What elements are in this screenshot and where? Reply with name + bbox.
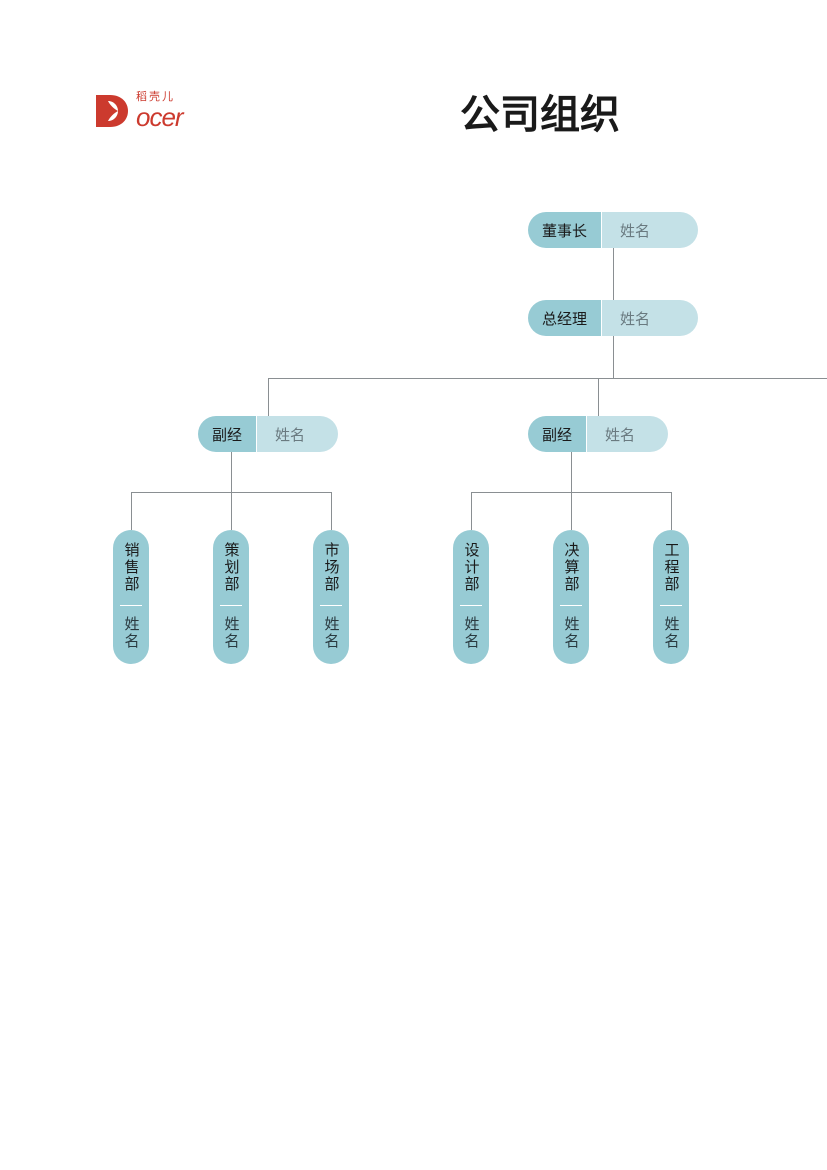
logo-en-text: ocer xyxy=(136,102,183,133)
node-dept-1-role: 策划部 xyxy=(221,530,242,605)
node-deputy-0-role: 副经 xyxy=(198,416,256,452)
logo: 稻壳儿 ocer xyxy=(90,88,183,133)
node-dept-2-role: 市场部 xyxy=(321,530,342,605)
node-dept-4: 决算部姓名 xyxy=(553,530,589,664)
node-dept-2: 市场部姓名 xyxy=(313,530,349,664)
node-dept-5-name: 姓名 xyxy=(661,606,682,664)
node-chairman-role: 董事长 xyxy=(528,212,601,248)
node-deputy-0-name: 姓名 xyxy=(256,416,338,452)
node-chairman-name: 姓名 xyxy=(601,212,698,248)
node-gm: 总经理姓名 xyxy=(528,300,698,336)
node-dept-0-name: 姓名 xyxy=(121,606,142,664)
logo-mark-icon xyxy=(90,89,134,133)
connector-line xyxy=(231,492,232,530)
node-dept-1: 策划部姓名 xyxy=(213,530,249,664)
connector-line xyxy=(613,248,614,300)
org-chart: 董事长姓名总经理姓名副经姓名副经姓名销售部姓名策划部姓名市场部姓名设计部姓名决算… xyxy=(0,200,827,800)
node-deputy-1-name: 姓名 xyxy=(586,416,668,452)
page-title: 公司组织 xyxy=(460,82,620,140)
connector-line xyxy=(331,492,332,530)
logo-text: 稻壳儿 ocer xyxy=(136,88,183,133)
connector-line xyxy=(613,336,614,378)
node-dept-3-name: 姓名 xyxy=(461,606,482,664)
node-gm-name: 姓名 xyxy=(601,300,698,336)
node-dept-5-role: 工程部 xyxy=(661,530,682,605)
connector-line xyxy=(598,378,599,416)
node-deputy-1-role: 副经 xyxy=(528,416,586,452)
connector-line xyxy=(268,378,269,416)
connector-line xyxy=(131,492,132,530)
connector-line xyxy=(231,452,232,492)
node-dept-0-role: 销售部 xyxy=(121,530,142,605)
node-dept-4-name: 姓名 xyxy=(561,606,582,664)
connector-line xyxy=(268,378,827,379)
connector-line xyxy=(471,492,472,530)
node-dept-0: 销售部姓名 xyxy=(113,530,149,664)
node-dept-5: 工程部姓名 xyxy=(653,530,689,664)
connector-line xyxy=(571,452,572,492)
node-chairman: 董事长姓名 xyxy=(528,212,698,248)
node-dept-1-name: 姓名 xyxy=(221,606,242,664)
node-deputy-1: 副经姓名 xyxy=(528,416,668,452)
node-dept-3-role: 设计部 xyxy=(461,530,482,605)
connector-line xyxy=(571,492,572,530)
node-dept-4-role: 决算部 xyxy=(561,530,582,605)
connector-line xyxy=(671,492,672,530)
node-deputy-0: 副经姓名 xyxy=(198,416,338,452)
node-dept-2-name: 姓名 xyxy=(321,606,342,664)
node-dept-3: 设计部姓名 xyxy=(453,530,489,664)
node-gm-role: 总经理 xyxy=(528,300,601,336)
